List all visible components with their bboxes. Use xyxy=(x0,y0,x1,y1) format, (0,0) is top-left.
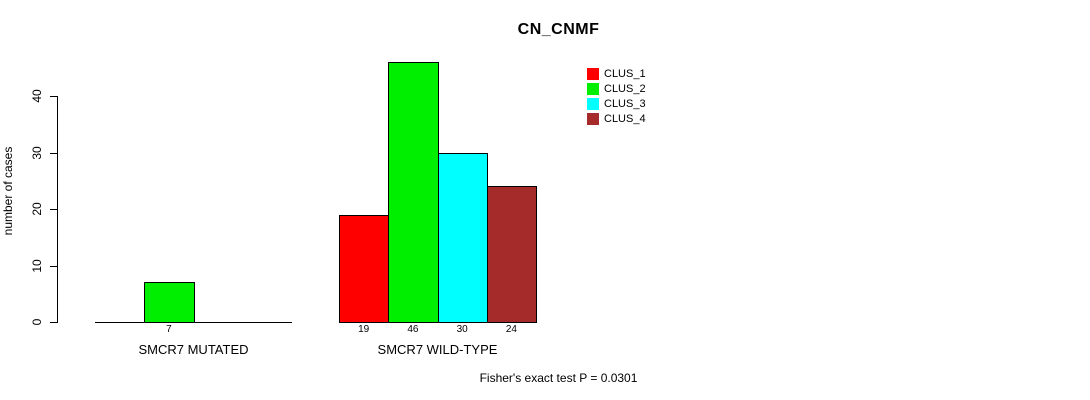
y-axis-tick-label: 30 xyxy=(30,145,44,160)
group-label: SMCR7 WILD-TYPE xyxy=(377,342,498,357)
y-axis-tick xyxy=(50,265,57,267)
legend-swatch-icon xyxy=(587,67,599,80)
legend-label: CLUS_2 xyxy=(604,82,646,95)
y-axis-tick-label: 0 xyxy=(30,318,44,326)
bar-CLUS_1 xyxy=(339,214,390,323)
y-axis-tick-label: 20 xyxy=(30,202,44,216)
legend-label: CLUS_1 xyxy=(604,67,646,80)
bar-value-label: 30 xyxy=(456,324,468,335)
legend-item-CLUS_3: CLUS_3 xyxy=(587,96,646,111)
legend-label: CLUS_4 xyxy=(604,112,646,125)
bar-CLUS_2 xyxy=(144,282,195,323)
legend-swatch-icon xyxy=(587,112,599,125)
bar-CLUS_2 xyxy=(388,62,439,323)
y-axis-tick xyxy=(50,209,57,210)
y-axis-tick xyxy=(50,152,57,154)
y-axis-tick xyxy=(50,96,57,97)
y-axis-tick xyxy=(50,322,57,323)
legend: CLUS_1 CLUS_2 CLUS_3 CLUS_4 xyxy=(587,66,646,126)
y-axis-tick-label: 40 xyxy=(30,89,44,103)
bar-CLUS_4 xyxy=(486,186,537,323)
fisher-test-annotation: Fisher's exact test P = 0.0301 xyxy=(479,371,638,385)
legend-item-CLUS_2: CLUS_2 xyxy=(587,81,646,96)
legend-item-CLUS_1: CLUS_1 xyxy=(587,66,646,81)
legend-swatch-icon xyxy=(587,82,599,95)
bar-value-label: 24 xyxy=(505,324,517,335)
legend-swatch-icon xyxy=(587,97,599,110)
bar-value-label: 46 xyxy=(407,324,419,335)
legend-label: CLUS_3 xyxy=(604,97,646,110)
bar-value-label: 7 xyxy=(166,324,172,335)
chart-title: CN_CNMF xyxy=(517,21,600,38)
legend-item-CLUS_4: CLUS_4 xyxy=(587,111,646,126)
y-axis-label: number of cases xyxy=(1,146,15,236)
group-label: SMCR7 MUTATED xyxy=(138,342,249,357)
y-axis-line xyxy=(57,96,58,323)
bar-value-label: 19 xyxy=(358,324,370,335)
bar-CLUS_3 xyxy=(437,152,488,323)
y-axis-tick-label: 10 xyxy=(30,258,44,273)
